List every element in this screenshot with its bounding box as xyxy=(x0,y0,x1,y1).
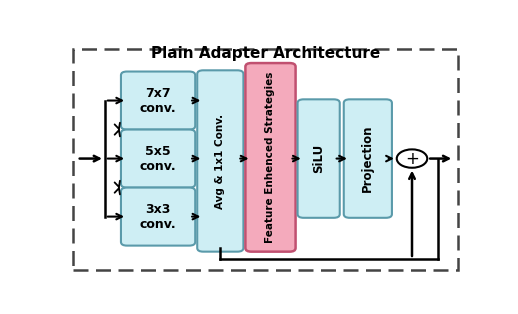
Text: 5x5
conv.: 5x5 conv. xyxy=(140,144,177,173)
FancyBboxPatch shape xyxy=(246,63,296,252)
Circle shape xyxy=(397,149,427,168)
Text: 3x3
conv.: 3x3 conv. xyxy=(140,203,177,230)
Text: 7x7
conv.: 7x7 conv. xyxy=(140,87,177,115)
FancyBboxPatch shape xyxy=(344,99,392,218)
FancyBboxPatch shape xyxy=(121,72,195,130)
Text: Avg & 1x1 Conv.: Avg & 1x1 Conv. xyxy=(215,113,225,208)
Text: +: + xyxy=(405,149,419,168)
FancyBboxPatch shape xyxy=(121,130,195,187)
Text: SiLU: SiLU xyxy=(312,144,325,173)
FancyBboxPatch shape xyxy=(197,70,243,252)
FancyBboxPatch shape xyxy=(121,187,195,246)
FancyBboxPatch shape xyxy=(297,99,340,218)
Text: Feature Enhenced Strategies: Feature Enhenced Strategies xyxy=(266,72,276,243)
FancyBboxPatch shape xyxy=(73,49,458,270)
Text: Projection: Projection xyxy=(362,125,375,192)
Text: Plain Adapter Architecture: Plain Adapter Architecture xyxy=(151,46,380,61)
